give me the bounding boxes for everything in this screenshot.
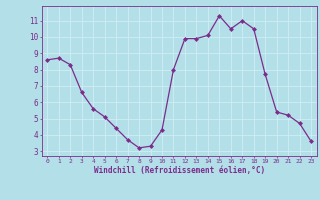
X-axis label: Windchill (Refroidissement éolien,°C): Windchill (Refroidissement éolien,°C) (94, 166, 265, 175)
